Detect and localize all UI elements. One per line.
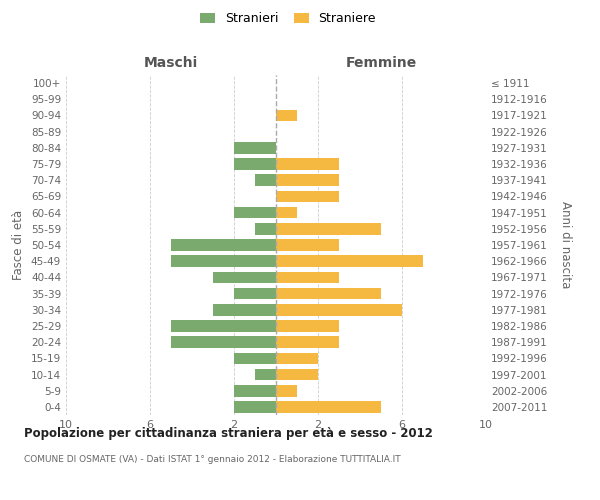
Bar [234, 352, 276, 364]
Text: Maschi: Maschi [144, 56, 198, 70]
Bar [276, 401, 381, 412]
Bar [276, 256, 423, 267]
Bar [276, 320, 339, 332]
Bar [276, 190, 339, 202]
Bar [234, 207, 276, 218]
Bar [213, 304, 276, 316]
Bar [276, 336, 339, 348]
Text: COMUNE DI OSMATE (VA) - Dati ISTAT 1° gennaio 2012 - Elaborazione TUTTITALIA.IT: COMUNE DI OSMATE (VA) - Dati ISTAT 1° ge… [24, 455, 401, 464]
Bar [234, 288, 276, 300]
Bar [276, 352, 318, 364]
Bar [234, 385, 276, 396]
Text: Popolazione per cittadinanza straniera per età e sesso - 2012: Popolazione per cittadinanza straniera p… [24, 428, 433, 440]
Bar [171, 239, 276, 251]
Bar [171, 336, 276, 348]
Bar [255, 368, 276, 380]
Bar [276, 304, 402, 316]
Bar [276, 385, 297, 396]
Bar [171, 256, 276, 267]
Bar [234, 401, 276, 412]
Bar [276, 174, 339, 186]
Bar [276, 158, 339, 170]
Bar [276, 207, 297, 218]
Bar [255, 174, 276, 186]
Bar [276, 272, 339, 283]
Y-axis label: Anni di nascita: Anni di nascita [559, 202, 572, 288]
Bar [234, 142, 276, 154]
Bar [255, 223, 276, 234]
Bar [276, 368, 318, 380]
Y-axis label: Fasce di età: Fasce di età [13, 210, 25, 280]
Bar [234, 158, 276, 170]
Bar [276, 223, 381, 234]
Bar [276, 110, 297, 122]
Bar [171, 320, 276, 332]
Text: Femmine: Femmine [346, 56, 416, 70]
Bar [276, 288, 381, 300]
Bar [276, 239, 339, 251]
Bar [213, 272, 276, 283]
Legend: Stranieri, Straniere: Stranieri, Straniere [196, 8, 380, 29]
